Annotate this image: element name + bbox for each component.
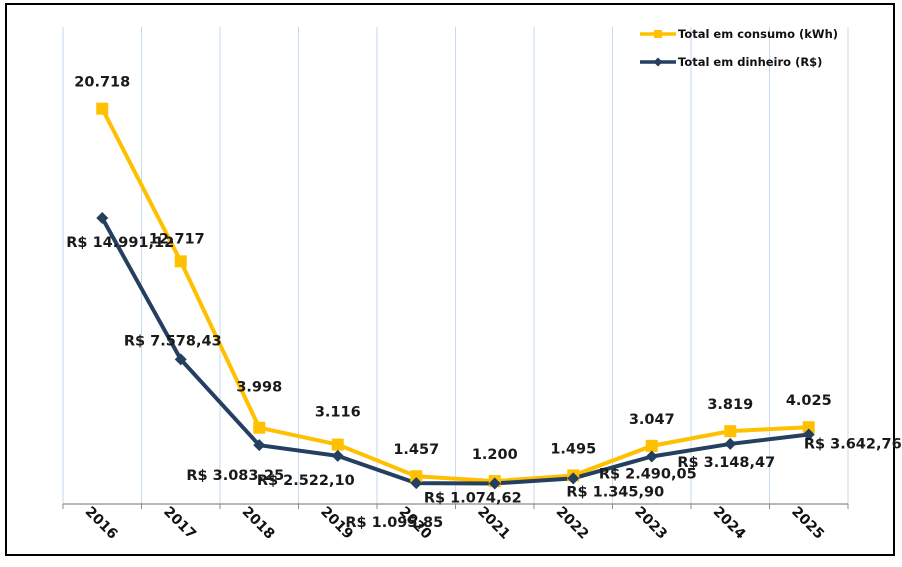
series-lines bbox=[100, 107, 809, 486]
data-label-dinheiro: R$ 1.345,90 bbox=[566, 484, 664, 500]
marker-dinheiro bbox=[253, 439, 266, 452]
legend-label-dinheiro: Total em dinheiro (R$) bbox=[678, 55, 822, 69]
marker-consumo bbox=[331, 438, 344, 451]
data-label-dinheiro: R$ 2.522,10 bbox=[257, 473, 355, 489]
x-tick-labels: 2016 2017 2018 2019 2020 2021 2022 2023 2024 2025 bbox=[82, 504, 827, 543]
data-label-consumo: 12.717 bbox=[149, 231, 205, 247]
legend: Total em consumo (kWh) Total em dinheiro… bbox=[640, 27, 838, 69]
legend-item-consumo: Total em consumo (kWh) bbox=[640, 27, 838, 41]
x-axis bbox=[62, 503, 849, 509]
marker-consumo bbox=[645, 439, 658, 452]
x-tick-label: 2023 bbox=[631, 504, 670, 543]
data-label-consumo: 1.495 bbox=[550, 441, 596, 457]
data-label-consumo: 3.116 bbox=[315, 405, 361, 421]
marker-consumo bbox=[802, 421, 815, 434]
marker-consumo bbox=[96, 102, 109, 115]
x-tick-label: 2016 bbox=[82, 504, 121, 543]
data-label-dinheiro: R$ 1.074,62 bbox=[424, 490, 522, 506]
data-label-dinheiro: R$ 1.095,85 bbox=[345, 515, 443, 531]
series-line-consumo bbox=[100, 107, 809, 484]
data-label-dinheiro: R$ 3.642,76 bbox=[804, 436, 902, 452]
series-line-dinheiro bbox=[100, 216, 809, 486]
marker-dinheiro bbox=[802, 428, 815, 441]
marker-dinheiro bbox=[567, 472, 580, 485]
marker-consumo bbox=[724, 425, 737, 438]
x-tick-label: 2018 bbox=[239, 504, 278, 543]
marker-dinheiro bbox=[331, 449, 344, 462]
x-tick-label: 2021 bbox=[474, 504, 513, 543]
legend-marker-dinheiro bbox=[653, 57, 663, 67]
x-tick-label: 2024 bbox=[710, 504, 749, 543]
marker-dinheiro bbox=[174, 353, 187, 366]
data-label-consumo: 3.819 bbox=[707, 397, 753, 413]
data-label-dinheiro: R$ 14.991,12 bbox=[66, 235, 174, 251]
series-markers bbox=[96, 102, 815, 490]
data-label-consumo: 3.998 bbox=[236, 380, 282, 396]
legend-marker-consumo bbox=[654, 30, 662, 38]
data-label-dinheiro: R$ 3.148,47 bbox=[677, 455, 775, 471]
x-tick-label: 2017 bbox=[160, 504, 199, 543]
marker-consumo bbox=[410, 470, 423, 483]
data-label-consumo: 20.718 bbox=[74, 75, 130, 91]
marker-consumo bbox=[253, 421, 266, 434]
data-label-dinheiro: R$ 7.578,43 bbox=[124, 333, 222, 349]
data-labels: 20.718 12.717 3.998 3.116 1.457 1.200 1.495 3.0… bbox=[66, 75, 901, 531]
chart-frame bbox=[5, 3, 895, 556]
marker-dinheiro bbox=[645, 450, 658, 463]
legend-item-dinheiro: Total em dinheiro (R$) bbox=[640, 55, 822, 69]
data-label-dinheiro: R$ 3.083,25 bbox=[186, 468, 284, 484]
x-tick-label: 2025 bbox=[788, 504, 827, 543]
data-label-consumo: 1.200 bbox=[472, 447, 518, 463]
marker-dinheiro bbox=[96, 211, 109, 224]
data-label-consumo: 1.457 bbox=[393, 442, 439, 458]
data-label-dinheiro: R$ 2.490,05 bbox=[599, 466, 697, 482]
x-tick-label: 2022 bbox=[553, 504, 592, 543]
data-label-consumo: 4.025 bbox=[786, 393, 832, 409]
marker-dinheiro bbox=[724, 437, 737, 450]
gridlines bbox=[62, 27, 849, 504]
legend-label-consumo: Total em consumo (kWh) bbox=[678, 27, 838, 41]
marker-dinheiro bbox=[410, 477, 423, 490]
data-label-consumo: 3.047 bbox=[629, 412, 675, 428]
marker-consumo bbox=[174, 255, 187, 268]
marker-dinheiro bbox=[488, 477, 501, 490]
